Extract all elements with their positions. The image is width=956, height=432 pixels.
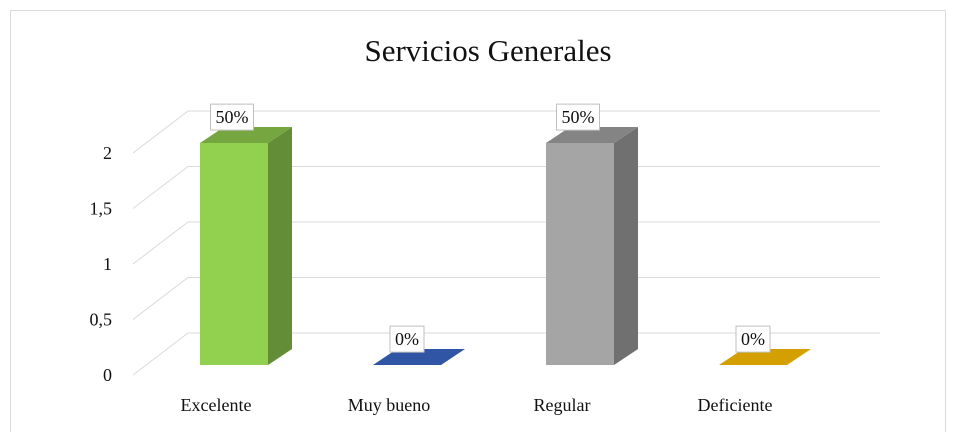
- grid-line: [132, 166, 880, 209]
- bar: [373, 349, 465, 365]
- bar-front: [546, 143, 614, 365]
- y-tick-label: 1: [103, 254, 112, 274]
- grid-line: [132, 332, 880, 376]
- y-tick-label: 1,5: [90, 199, 113, 219]
- bar: [200, 127, 292, 365]
- grid-line: [132, 221, 880, 265]
- chart-title: Servicios Generales: [364, 33, 611, 68]
- bar-side: [268, 127, 292, 365]
- bar: [546, 127, 638, 365]
- x-tick-label: Deficiente: [698, 395, 773, 415]
- x-tick-label: Regular: [534, 395, 591, 415]
- x-tick-label: Excelente: [181, 395, 252, 415]
- grid-line: [132, 110, 880, 154]
- bar-top: [373, 349, 465, 365]
- bar-top: [200, 127, 292, 143]
- y-tick-label: 2: [103, 143, 112, 163]
- data-label-box: [389, 325, 425, 353]
- bar-top: [546, 127, 638, 143]
- bar: [719, 349, 811, 365]
- bar-front: [200, 143, 268, 365]
- grid-line: [132, 277, 880, 320]
- data-label: 0%: [395, 329, 419, 349]
- data-label-box: [735, 325, 771, 353]
- chart-frame: [10, 10, 946, 432]
- bar-side: [614, 127, 638, 365]
- data-label-box: [210, 103, 254, 131]
- data-label: 0%: [741, 329, 765, 349]
- data-label: 50%: [216, 107, 249, 127]
- y-tick-label: 0: [103, 365, 112, 385]
- data-label: 50%: [562, 107, 595, 127]
- data-label-box: [556, 103, 600, 131]
- x-tick-label: Muy bueno: [348, 395, 431, 415]
- bar-top: [719, 349, 811, 365]
- y-tick-label: 0,5: [90, 310, 113, 330]
